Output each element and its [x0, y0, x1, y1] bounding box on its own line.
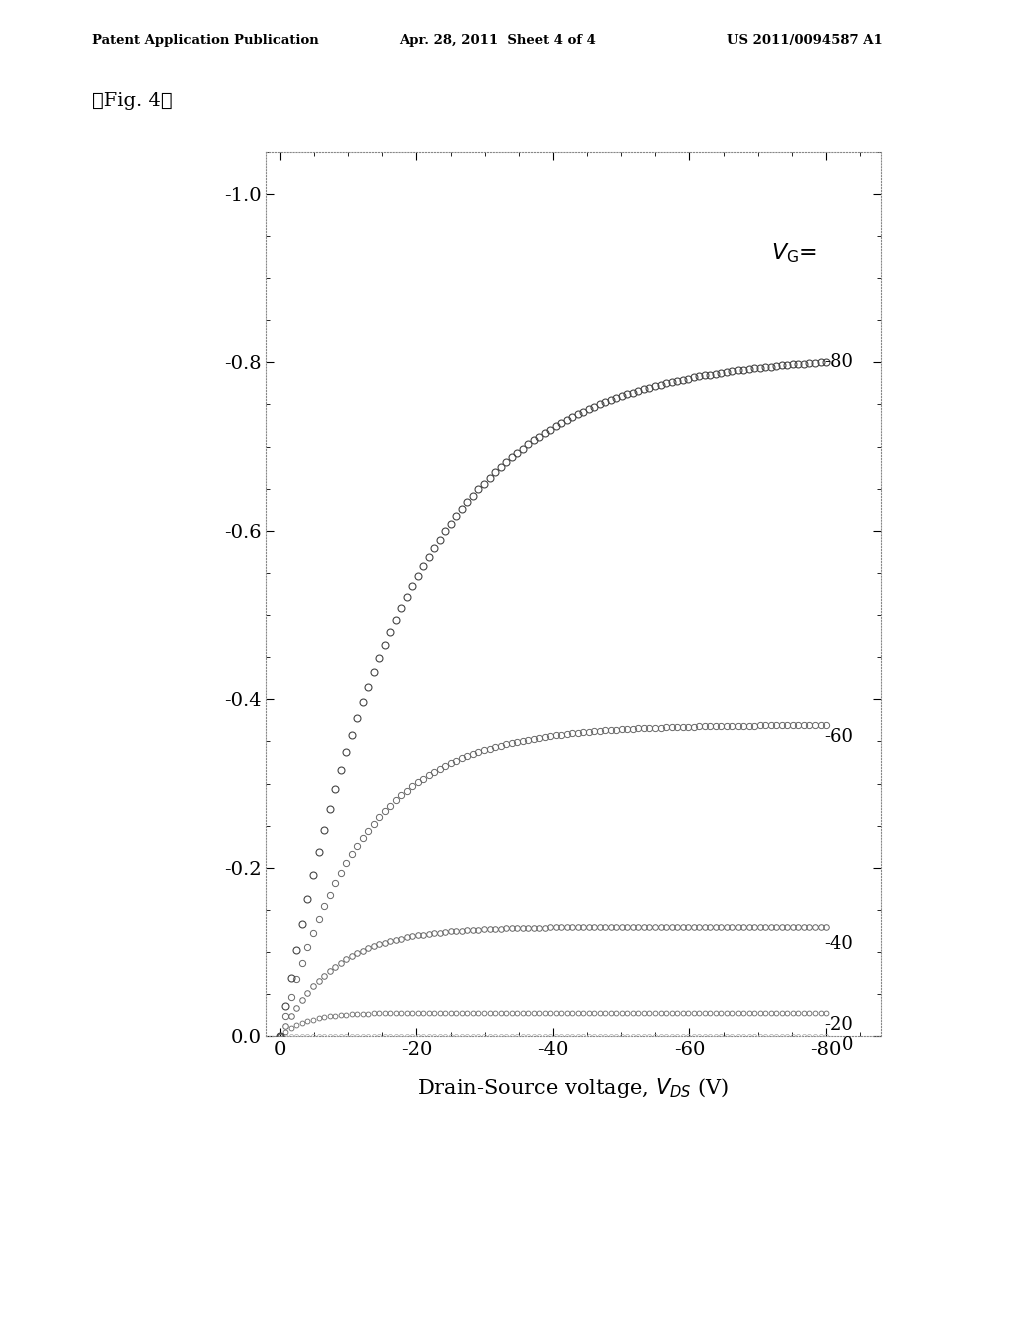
Text: $V_{\rm G}$=: $V_{\rm G}$= — [771, 242, 817, 265]
Text: 0: 0 — [842, 1036, 853, 1053]
Text: Patent Application Publication: Patent Application Publication — [92, 33, 318, 46]
Text: Apr. 28, 2011  Sheet 4 of 4: Apr. 28, 2011 Sheet 4 of 4 — [399, 33, 596, 46]
Text: -60: -60 — [824, 729, 853, 746]
Text: -40: -40 — [824, 935, 853, 953]
Text: 【Fig. 4】: 【Fig. 4】 — [92, 91, 173, 110]
Text: -20: -20 — [824, 1016, 853, 1035]
X-axis label: Drain-Source voltage, $V_{DS}$ (V): Drain-Source voltage, $V_{DS}$ (V) — [418, 1076, 729, 1100]
Text: -80: -80 — [824, 354, 853, 371]
Text: US 2011/0094587 A1: US 2011/0094587 A1 — [727, 33, 883, 46]
